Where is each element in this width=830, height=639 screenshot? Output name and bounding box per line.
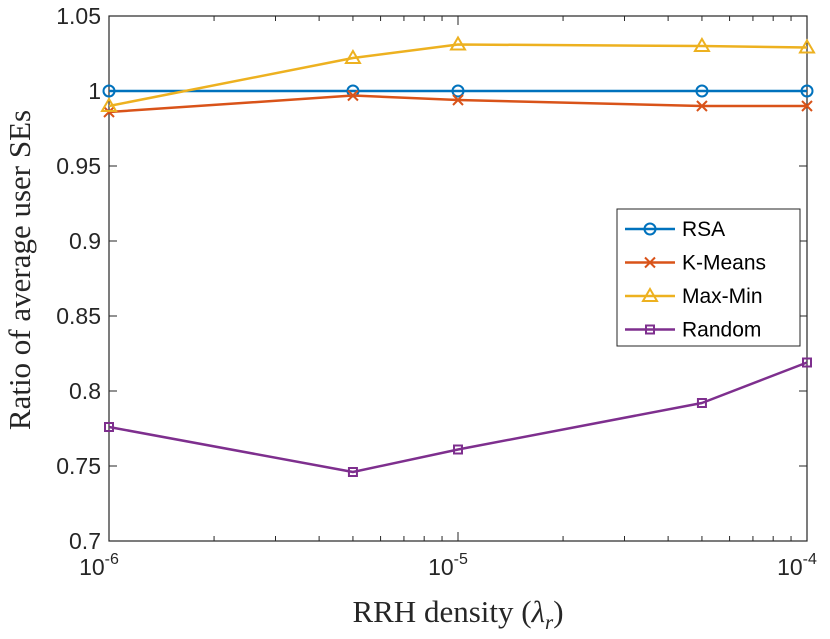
x-axis-title-subscript: r [545, 610, 554, 634]
legend: RSA K-Means Max-Min Random [616, 208, 801, 347]
data-point-rsa [695, 84, 709, 98]
x-tick-exponent: -6 [105, 551, 119, 568]
series-line-random [108, 361, 808, 474]
x-tick-exponent: -5 [454, 551, 468, 568]
x-tick-exponent: -4 [803, 551, 817, 568]
legend-entry-max-min: Max-Min [625, 285, 763, 308]
legend-box [616, 208, 801, 347]
minor-ticks [213, 16, 792, 541]
series-max-min [100, 35, 816, 112]
data-point-random [347, 467, 358, 477]
data-point-rsa [102, 84, 116, 98]
data-point-max-min [344, 49, 362, 64]
data-point-rsa [800, 84, 814, 98]
x-tick-base: 10 [777, 554, 803, 580]
y-tick-label: 0.85 [56, 303, 101, 329]
y-tick-labels: 0.7 0.75 0.8 0.85 0.9 0.95 1 1.05 [56, 3, 101, 554]
y-tick-label: 0.75 [56, 453, 101, 479]
data-point-rsa [451, 84, 465, 98]
x-tick-label: 10-4 [777, 551, 817, 580]
data-point-k-means [696, 100, 708, 112]
data-point-random [802, 357, 812, 368]
data-point-random [696, 398, 707, 408]
data-point-random [104, 422, 114, 432]
x-axis-title: RRH density (λr) [352, 594, 563, 634]
x-axis-title-symbol: λ [531, 594, 545, 629]
data-point-max-min [798, 38, 816, 54]
x-tick-base: 10 [428, 554, 454, 580]
x-tick-label: 10-6 [79, 551, 119, 580]
data-point-max-min [100, 97, 118, 112]
x-tick-label: 10-5 [428, 551, 468, 580]
legend-label: K-Means [682, 252, 766, 275]
data-point-max-min [693, 37, 711, 52]
data-point-k-means [801, 100, 813, 112]
y-axis-title: Ratio of average user SEs [2, 110, 37, 430]
series-layer [100, 35, 816, 477]
data-point-k-means [347, 89, 359, 102]
legend-marker-k-means [644, 256, 656, 269]
data-point-k-means [452, 94, 464, 106]
y-tick-label: 0.9 [69, 228, 101, 254]
legend-label: RSA [682, 218, 725, 241]
series-k-means [103, 89, 813, 118]
series-line-max-min [108, 43, 808, 108]
data-point-max-min [449, 35, 467, 51]
x-axis-title-main: RRH density ( [352, 594, 531, 629]
legend-marker-rsa [643, 222, 657, 236]
legend-entries: RSA K-Means Max-Min Random [625, 218, 766, 342]
series-rsa [102, 84, 814, 98]
legend-entry-random: Random [625, 319, 761, 342]
series-random [104, 357, 812, 477]
y-tick-label: 1.05 [56, 3, 101, 29]
y-tick-label: 1 [88, 78, 101, 104]
plot-frame [108, 15, 808, 542]
y-tick-label: 0.7 [69, 528, 101, 554]
legend-marker-max-min [641, 287, 659, 302]
x-tick-base: 10 [79, 554, 105, 580]
legend-label: Max-Min [682, 285, 763, 308]
y-tick-label: 0.8 [69, 378, 101, 404]
y-tick-label: 0.95 [56, 153, 101, 179]
legend-entry-k-means: K-Means [625, 252, 766, 275]
legend-label: Random [682, 319, 761, 342]
x-tick-labels: 10-6 10-5 10-4 [79, 551, 817, 580]
data-point-random [453, 444, 463, 455]
legend-marker-random [645, 324, 655, 335]
legend-entry-rsa: RSA [625, 218, 725, 241]
x-axis-title-close: ) [553, 594, 563, 629]
